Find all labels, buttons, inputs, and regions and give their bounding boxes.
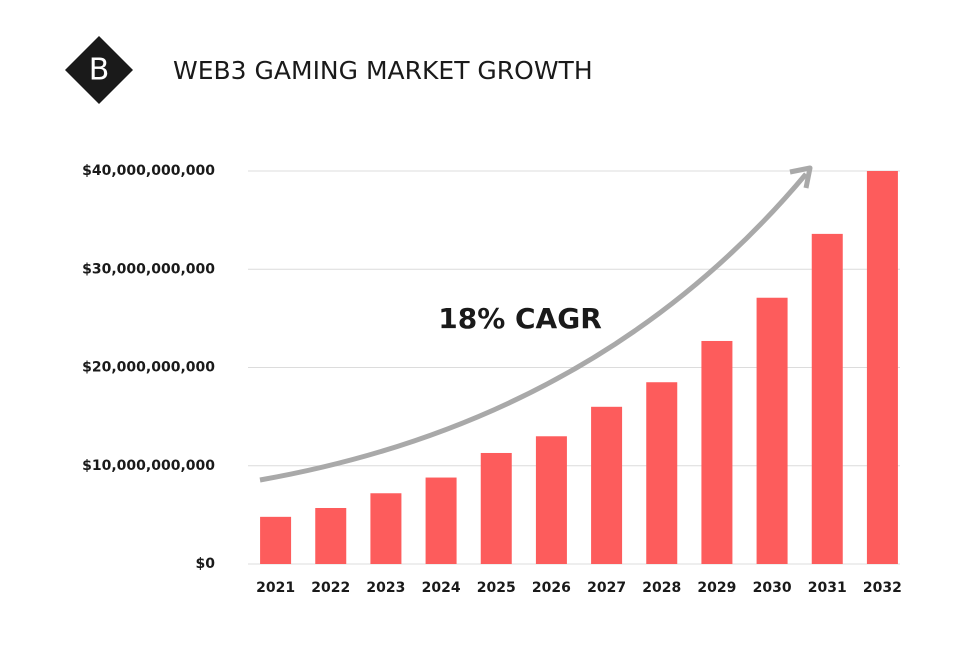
y-tick-label: $0 [196, 556, 216, 572]
annotation: 18% CAGR [438, 302, 602, 335]
bar [535, 436, 567, 564]
bar [646, 382, 678, 564]
x-tick-label: 2021 [256, 580, 295, 596]
x-tick-label: 2023 [366, 580, 405, 596]
arrow-head [789, 165, 813, 189]
bar [370, 493, 402, 564]
x-tick-label: 2031 [808, 580, 847, 596]
x-tick-label: 2025 [477, 580, 516, 596]
y-tick-label: $40,000,000,000 [82, 163, 215, 179]
logo-diamond [65, 36, 133, 104]
bar [756, 297, 788, 564]
x-tick-label: 2028 [642, 580, 681, 596]
bar [480, 452, 512, 564]
x-tick-label: 2027 [587, 580, 626, 596]
y-tick-label: $20,000,000,000 [82, 360, 215, 376]
x-tick-label: 2022 [311, 580, 350, 596]
logo: B [89, 53, 110, 88]
x-tick-label: 2032 [863, 580, 902, 596]
bar [425, 477, 457, 564]
x-tick-label: 2029 [697, 580, 736, 596]
bars [260, 171, 898, 564]
bar [701, 340, 733, 564]
grid [248, 170, 900, 565]
bar [866, 171, 898, 564]
bar [591, 406, 623, 564]
bar [811, 233, 843, 564]
bar [315, 507, 347, 564]
x-tick-label: 2024 [422, 580, 461, 596]
trend-arrow [259, 172, 808, 483]
chart-title: WEB3 GAMING MARKET GROWTH [173, 56, 593, 85]
x-tick-label: 2026 [532, 580, 571, 596]
x-tick-label: 2030 [753, 580, 792, 596]
y-tick-label: $30,000,000,000 [82, 261, 215, 277]
bar [260, 516, 292, 564]
y-tick-label: $10,000,000,000 [82, 458, 215, 474]
